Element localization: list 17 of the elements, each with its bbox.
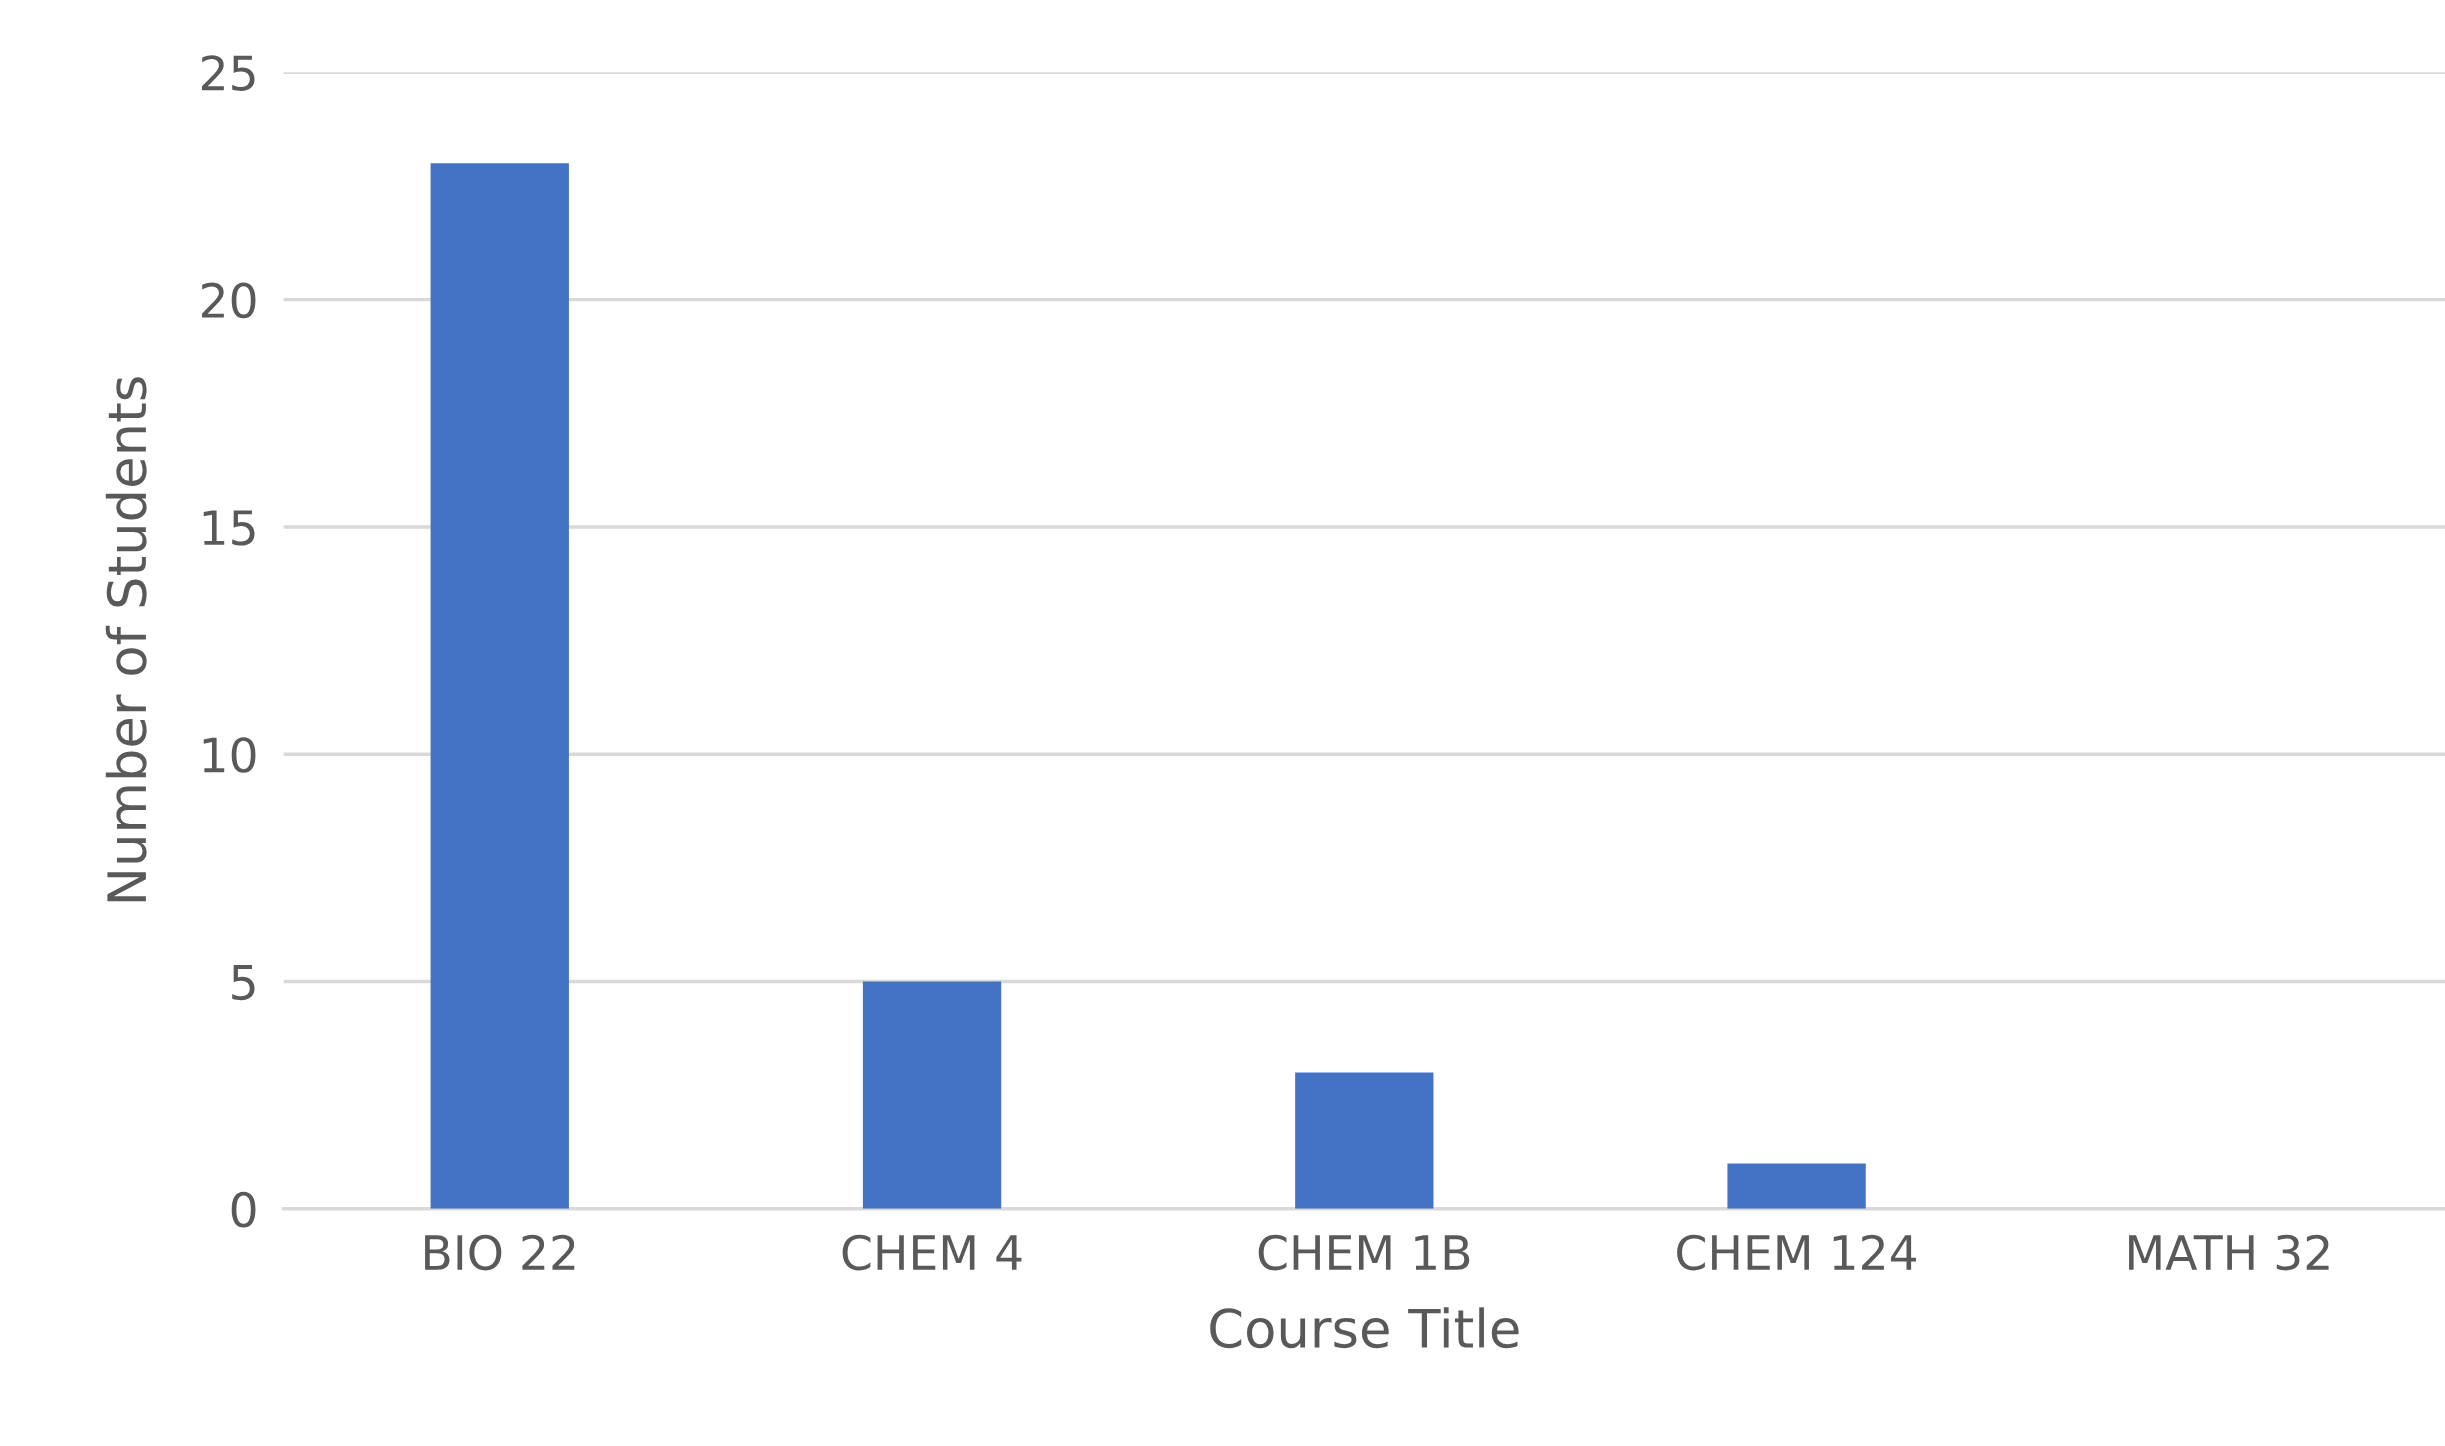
- bar: [862, 981, 1002, 1209]
- x-tick-label: CHEM 1B: [1258, 1234, 1470, 1271]
- y-tick-label: 20: [201, 282, 256, 319]
- x-tick-label: MATH 32: [2129, 1234, 2329, 1271]
- y-tick-label: 15: [203, 510, 255, 546]
- x-tick-label: CHEM 4: [842, 1234, 1022, 1271]
- y-tick-label: 10: [203, 737, 256, 773]
- bar: [1727, 1163, 1866, 1209]
- x-axis-title: Course Title: [1210, 1307, 1519, 1349]
- y-tick-label: 25: [201, 55, 255, 91]
- bar: [1295, 1072, 1434, 1209]
- y-axis-title: Number of Students: [105, 377, 147, 902]
- y-tick-label: 0: [231, 1191, 256, 1228]
- x-tick-label: BIO 22: [425, 1234, 575, 1271]
- bar: [430, 163, 569, 1209]
- x-tick-label: CHEM 124: [1677, 1234, 1917, 1271]
- y-tick-label: 5: [232, 965, 255, 1001]
